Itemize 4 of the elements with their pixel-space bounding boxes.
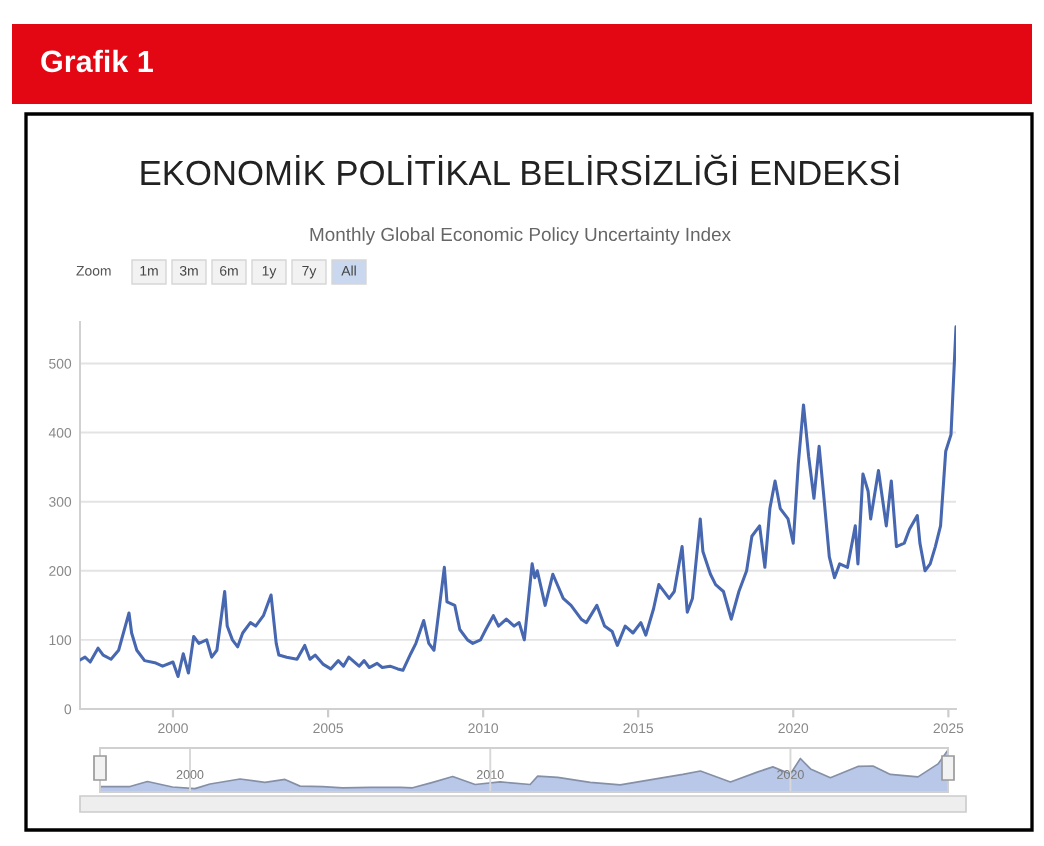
- chart-subtitle: Monthly Global Economic Policy Uncertainty Index: [310, 227, 731, 245]
- line-series: [80, 325, 956, 679]
- chart-title: EKONOMİK POLİTİKAL BELİRSİZLİĞİ ENDEKSİ: [141, 154, 899, 186]
- text: Grafik 1: [41, 49, 153, 73]
